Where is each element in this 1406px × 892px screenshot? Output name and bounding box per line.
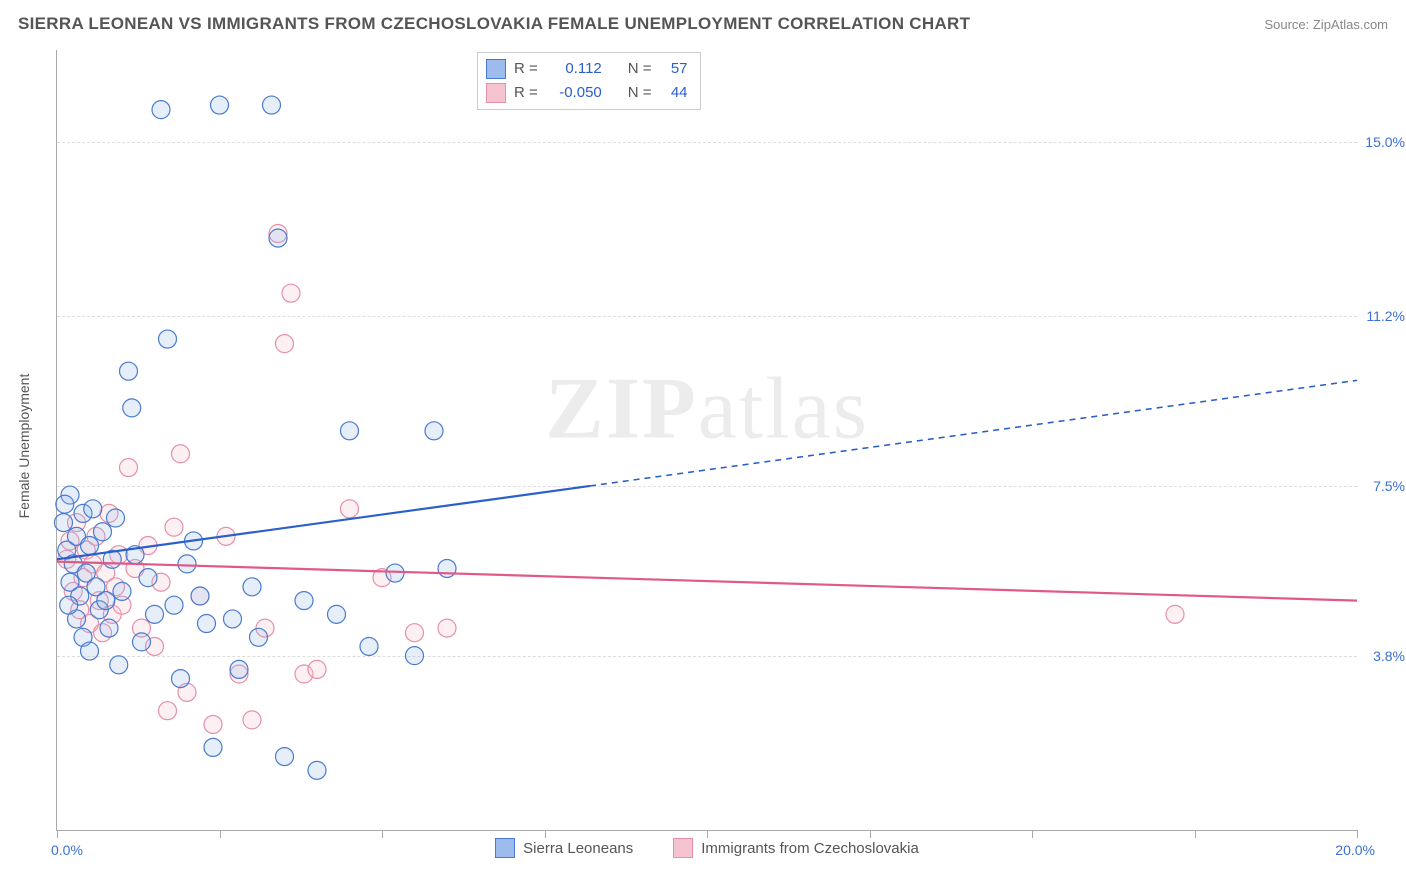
bottom-legend: Sierra Leoneans Immigrants from Czechosl… — [57, 838, 1357, 858]
legend-item-1: Sierra Leoneans — [495, 838, 633, 858]
r-value-2: -0.050 — [546, 81, 602, 105]
chart-svg — [57, 50, 1357, 830]
plot-area: ZIPatlas 3.8%7.5%11.2%15.0% R = 0.112 N … — [56, 50, 1357, 831]
swatch-series-2 — [486, 83, 506, 103]
y-axis-title: Female Unemployment — [16, 374, 32, 519]
swatch-series-1 — [486, 59, 506, 79]
stats-row-2: R = -0.050 N = 44 — [486, 81, 688, 105]
n-label: N = — [628, 57, 652, 81]
n-label: N = — [628, 81, 652, 105]
chart-header: SIERRA LEONEAN VS IMMIGRANTS FROM CZECHO… — [18, 14, 1388, 34]
legend-item-2: Immigrants from Czechoslovakia — [673, 838, 919, 858]
r-label: R = — [514, 81, 538, 105]
source-label: Source: ZipAtlas.com — [1264, 17, 1388, 32]
n-value-1: 57 — [660, 57, 688, 81]
stats-box: R = 0.112 N = 57 R = -0.050 N = 44 — [477, 52, 701, 110]
swatch-legend-1 — [495, 838, 515, 858]
swatch-legend-2 — [673, 838, 693, 858]
r-label: R = — [514, 57, 538, 81]
n-value-2: 44 — [660, 81, 688, 105]
legend-label-1: Sierra Leoneans — [523, 840, 633, 857]
legend-label-2: Immigrants from Czechoslovakia — [701, 840, 919, 857]
stats-row-1: R = 0.112 N = 57 — [486, 57, 688, 81]
r-value-1: 0.112 — [546, 57, 602, 81]
chart-title: SIERRA LEONEAN VS IMMIGRANTS FROM CZECHO… — [18, 14, 970, 34]
